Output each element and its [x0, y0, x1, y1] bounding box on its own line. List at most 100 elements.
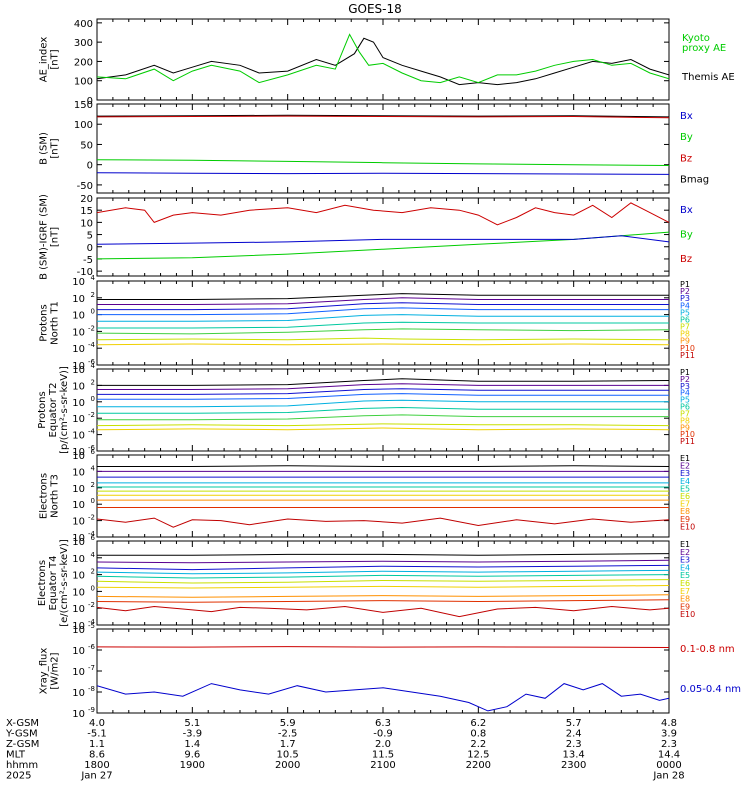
series-e3 [97, 564, 669, 571]
y-tick-exponent: 0 [91, 584, 95, 592]
series-p1 [97, 293, 669, 300]
series-themis-ae [97, 37, 669, 86]
y-tick-exponent: -2 [88, 324, 95, 332]
series-e6 [97, 579, 669, 584]
y-tick-label: 10 [72, 554, 85, 565]
legend-item: P4 [680, 389, 690, 398]
x-row-label: X-GSM [6, 718, 39, 729]
legend-item: P2 [680, 375, 690, 384]
legend-item: E2 [680, 548, 690, 557]
legend-item: By [680, 229, 693, 240]
y-axis-title: [e/(cm²-s-sr-keV)] [59, 539, 70, 627]
series-p9 [97, 427, 669, 431]
y-tick-label: 100 [74, 77, 93, 88]
legend-item: 0.1-0.8 nm [680, 644, 735, 655]
x-row-value: 8.6 [89, 750, 105, 761]
series-e2 [97, 559, 669, 564]
legend-item: E2 [680, 462, 690, 471]
legend-item: P9 [680, 337, 690, 346]
x-row-value: 3.9 [661, 729, 677, 740]
series-p2 [97, 383, 669, 390]
series-p8 [97, 423, 669, 427]
x-row-value: 6.2 [470, 718, 486, 729]
y-axis-title: B (SM) [39, 132, 50, 165]
y-tick-label: 10 [72, 688, 85, 699]
legend-item: P9 [680, 423, 690, 432]
series-p4 [97, 307, 669, 316]
y-tick-exponent: 2 [91, 481, 95, 489]
x-row-label: hhmm [6, 760, 38, 771]
x-row-value: 1.1 [89, 739, 105, 750]
series-e7 [97, 585, 669, 589]
legend-item: E1 [680, 540, 690, 549]
legend-item: E9 [680, 602, 690, 611]
y-axis-title: B (SM)-IGRF (SM) [39, 194, 50, 280]
y-tick-label: 0 [87, 243, 93, 254]
y-tick-label: 150 [74, 100, 93, 111]
y-tick-label: 10 [72, 311, 85, 322]
series-p4 [97, 393, 669, 400]
legend-item: P3 [680, 294, 690, 303]
x-row-value: 1800 [84, 760, 109, 771]
series-p5 [97, 314, 669, 322]
series-e1 [97, 465, 669, 467]
legend-item: By [680, 132, 693, 143]
y-tick-label: 0 [87, 96, 93, 107]
series-e10 [97, 605, 669, 618]
legend-item: P3 [680, 382, 690, 391]
legend-item: Themis AE [681, 72, 735, 83]
y-tick-label: 10 [72, 604, 85, 615]
y-axis-title: Equator T2 [48, 383, 59, 438]
x-row-value: Jan 27 [80, 771, 112, 782]
y-tick-label: 10 [72, 451, 85, 462]
x-row-label: Y-GSM [5, 729, 38, 740]
series-by [97, 231, 669, 260]
y-tick-exponent: 6 [91, 534, 96, 542]
y-tick-label: 10 [72, 517, 85, 528]
x-row-value: 13.4 [563, 750, 585, 761]
y-tick-label: 10 [72, 447, 85, 458]
x-row-value: 2000 [275, 760, 300, 771]
y-tick-exponent: 0 [91, 497, 95, 505]
x-row-value: 10.5 [277, 750, 299, 761]
y-axis-title: [W/m2] [50, 652, 61, 689]
y-axis-title: Equator T4 [48, 556, 59, 611]
panel-bsm: -50 0 50 100 150 B (SM) [nT] Bx By Bz Bmag [39, 100, 709, 194]
series-e1 [97, 553, 669, 556]
legend-item: E4 [680, 563, 690, 572]
y-tick-exponent: 4 [91, 464, 96, 472]
y-tick-label: 10 [72, 484, 85, 495]
legend-item: P10 [680, 430, 695, 439]
y-tick-exponent: -5 [88, 622, 95, 630]
y-tick-label: 10 [72, 294, 85, 305]
y-tick-label: 200 [74, 57, 93, 68]
legend-item: P11 [680, 351, 695, 360]
y-tick-label: 10 [72, 533, 85, 544]
series-e8 [97, 594, 669, 598]
legend-item: P1 [680, 280, 690, 289]
legend-item: Bz [680, 153, 692, 164]
legend-item: Kyoto [682, 33, 710, 44]
y-tick-label: 10 [72, 467, 85, 478]
y-tick-exponent: -2 [88, 411, 95, 419]
legend-item: Bz [680, 254, 692, 265]
legend-item: proxy AE [682, 43, 726, 54]
series-bx [97, 172, 669, 175]
legend-item: E6 [680, 579, 690, 588]
y-tick-exponent: 4 [91, 362, 96, 370]
y-axis-title: Xray_flux [39, 648, 50, 695]
series-p7 [97, 414, 669, 421]
y-tick-exponent: -7 [88, 664, 95, 672]
legend-item: Bx [680, 111, 693, 122]
series-p6 [97, 321, 669, 329]
legend-item: P8 [680, 416, 690, 425]
y-tick-exponent: 0 [91, 308, 95, 316]
series-p3 [97, 302, 669, 311]
y-tick-exponent: -4 [88, 341, 96, 349]
x-row-value: 1.4 [184, 739, 200, 750]
panel-frame [96, 628, 670, 714]
